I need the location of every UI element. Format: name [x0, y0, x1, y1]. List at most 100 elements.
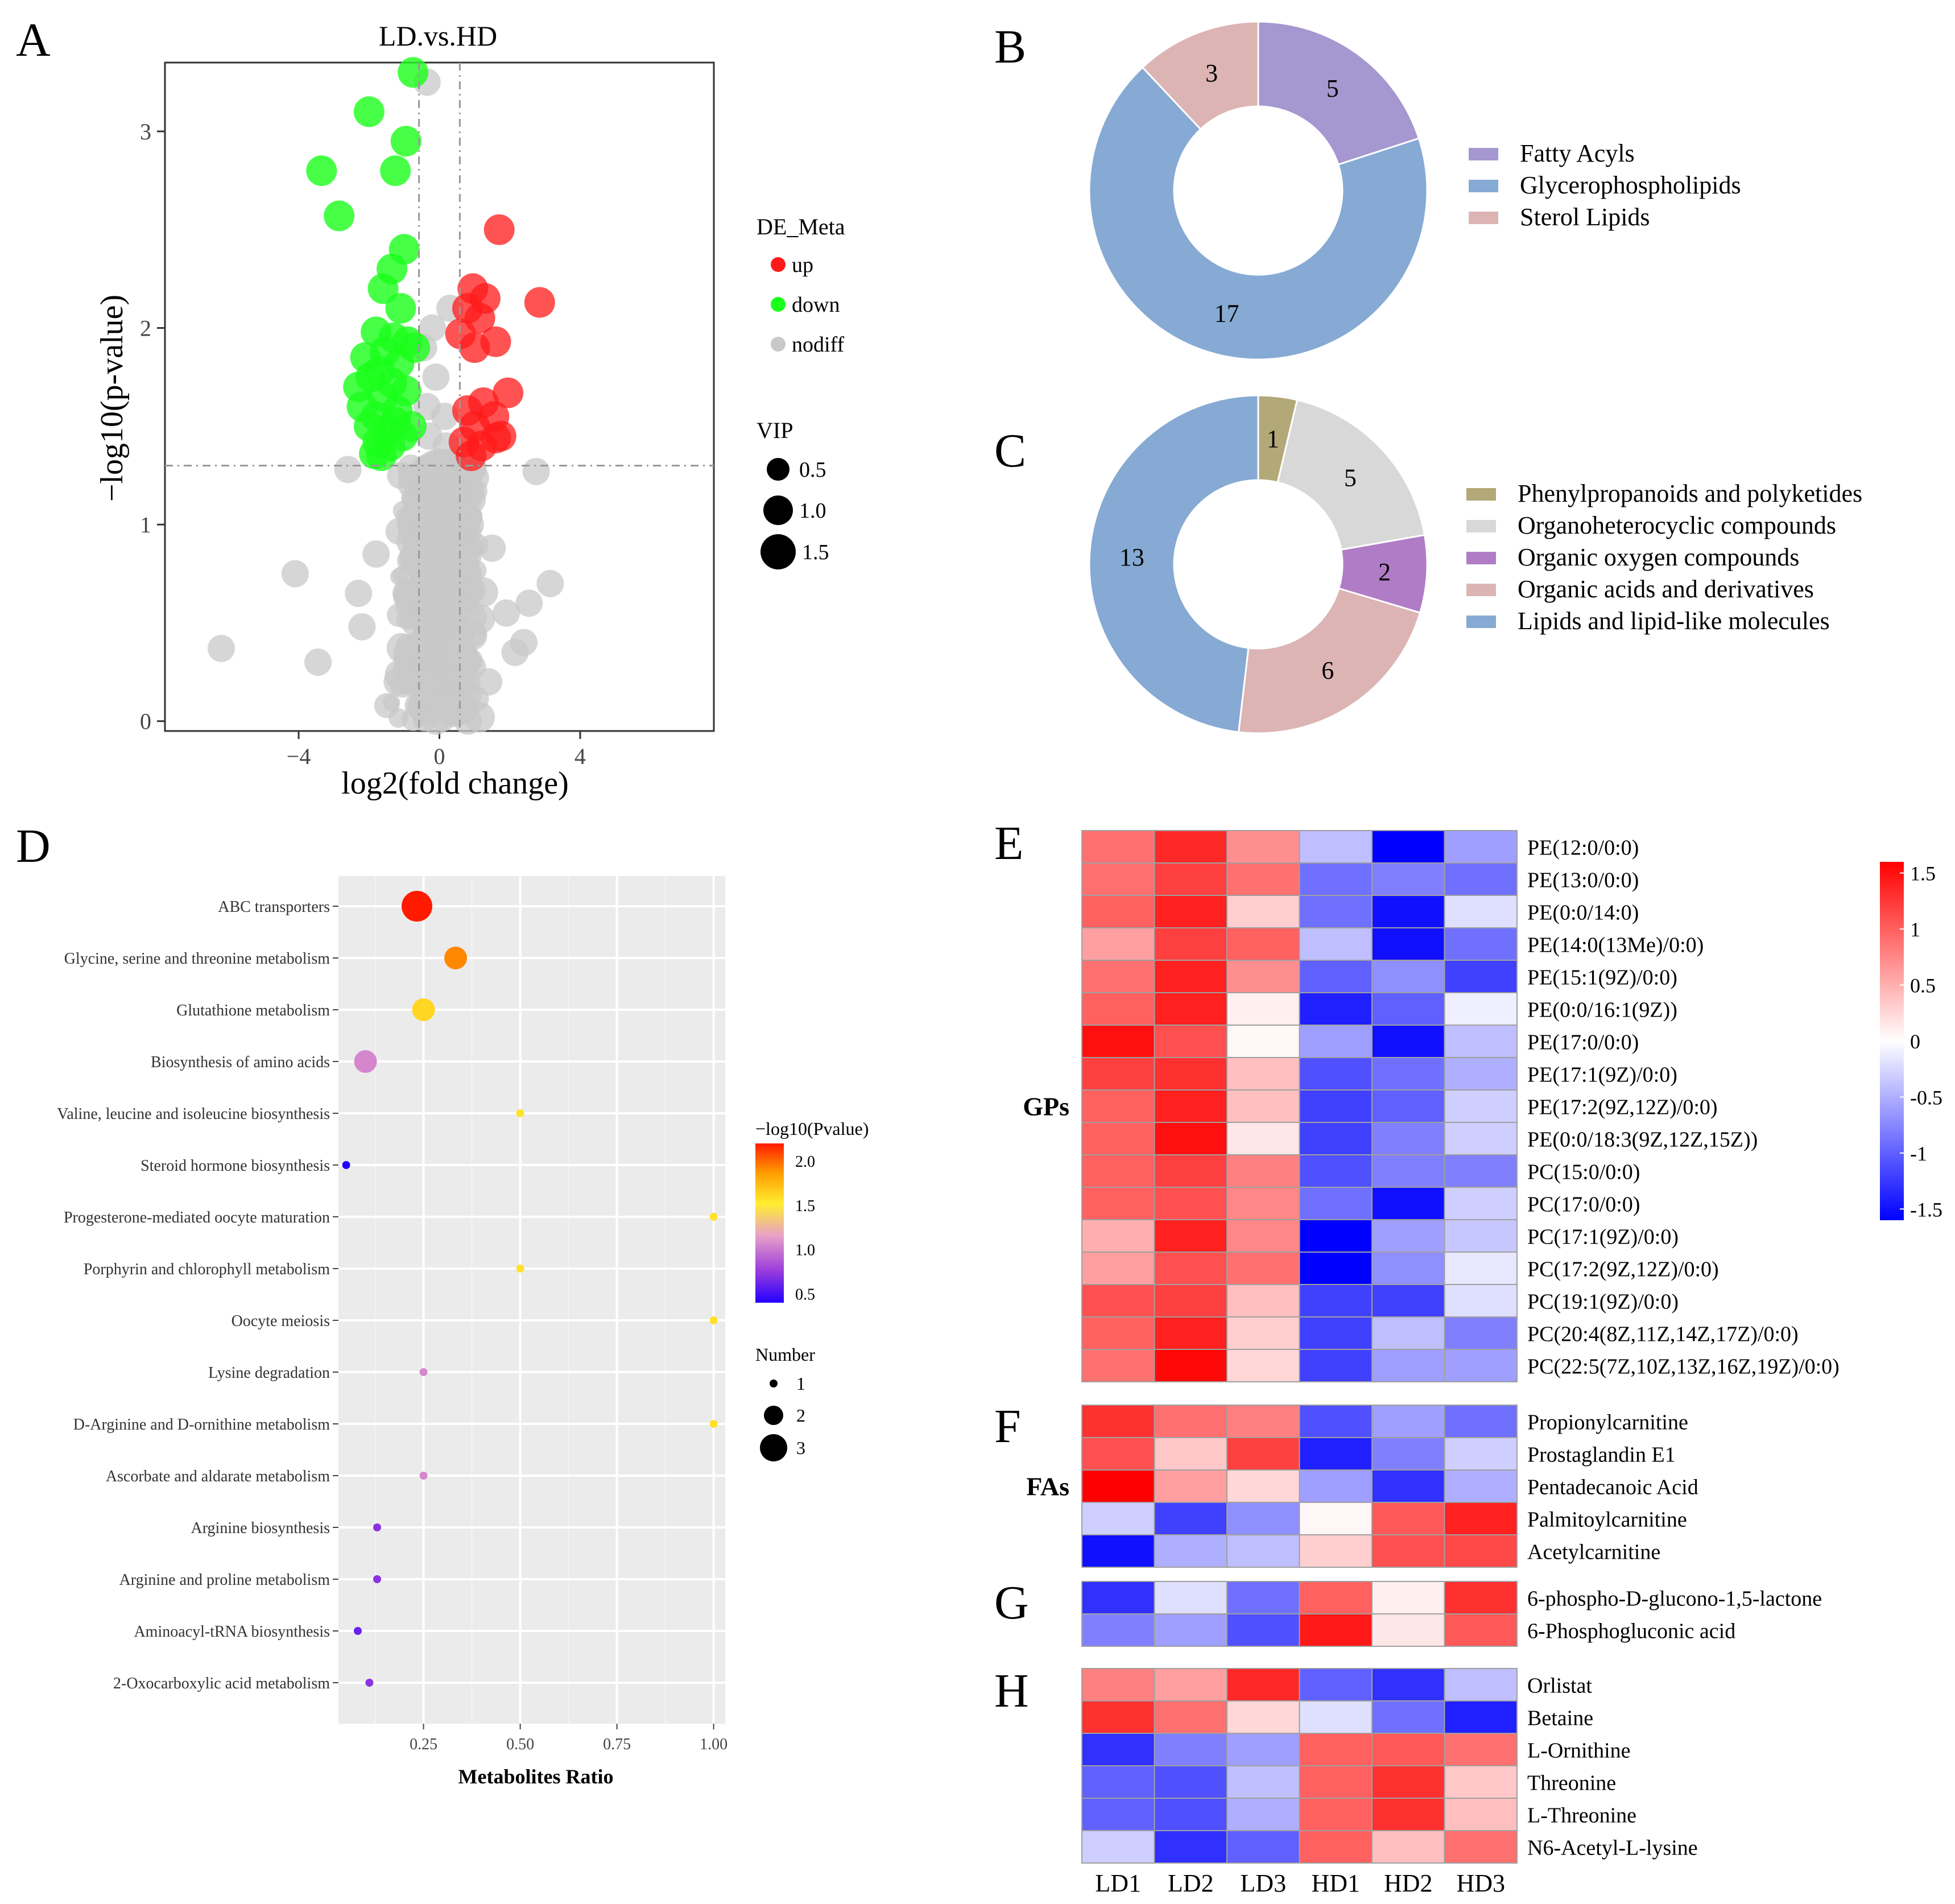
- lipid-class-slice: [1257, 20, 1420, 166]
- heatmap-cell: [1154, 1057, 1227, 1091]
- heatmap-cell: [1444, 960, 1518, 993]
- heatmap-row-label: Palmitoylcarnitine: [1527, 1508, 1687, 1532]
- nodiff-point: [515, 589, 543, 617]
- heatmap-cell: [1154, 1219, 1227, 1253]
- heatmap-cell: [1371, 1025, 1445, 1058]
- heatmap-cell: [1226, 1700, 1300, 1734]
- nodiff-point: [433, 501, 460, 528]
- heatmap-cell: [1081, 1830, 1155, 1864]
- heatmap-cell: [1154, 992, 1227, 1026]
- lipid-class-legend-label: Sterol Lipids: [1520, 203, 1650, 231]
- heatmap-cell: [1371, 1252, 1445, 1285]
- heatmap-cell: [1299, 1830, 1373, 1864]
- heatmap-cell: [1154, 1089, 1227, 1123]
- pvalue-colorbar-label: 2.0: [795, 1153, 815, 1171]
- pathway-label: Ascorbate and aldarate metabolism: [106, 1468, 330, 1485]
- nodiff-point: [522, 457, 550, 485]
- superclass-legend-label: Organic oxygen compounds: [1518, 543, 1799, 571]
- heatmap-cell: [1081, 1765, 1155, 1799]
- heatmap-group-label: FAs: [1026, 1472, 1069, 1501]
- superclass-slice-label: 2: [1378, 558, 1391, 586]
- up-point: [459, 332, 490, 364]
- superclass-slice-label: 13: [1119, 543, 1144, 571]
- heatmap-cell: [1371, 1284, 1445, 1317]
- nodiff-point: [345, 580, 373, 608]
- nodiff-point: [493, 599, 520, 627]
- volcano-x-tick-label: 0: [434, 744, 445, 769]
- superclass-slice: [1276, 399, 1426, 551]
- heatmap-cell: [1444, 1154, 1518, 1188]
- pathway-label: Valine, leucine and isoleucine biosynthe…: [57, 1105, 330, 1123]
- heatmap-cell: [1081, 1187, 1155, 1220]
- heatmap-cell: [1371, 1405, 1445, 1438]
- superclass-slice: [1088, 394, 1259, 733]
- heatmap-cell: [1081, 1581, 1155, 1614]
- heatmap-cell: [1226, 1798, 1300, 1831]
- legend-down-marker: [771, 297, 786, 312]
- pathway-x-tick-label: 0.75: [603, 1736, 631, 1753]
- volcano-title: LD.vs.HD: [379, 20, 497, 52]
- heatmap-row-label: PE(12:0/0:0): [1527, 836, 1639, 860]
- pathway-label: Biosynthesis of amino acids: [151, 1054, 330, 1071]
- nodiff-point: [383, 668, 411, 696]
- heatmap-cell: [1154, 1830, 1227, 1864]
- heatmap-row-label: Propionylcarnitine: [1527, 1411, 1688, 1435]
- heatmap-cell: [1444, 1668, 1518, 1701]
- nodiff-point: [462, 537, 484, 559]
- heatmap-cell: [1371, 830, 1445, 864]
- heatmap-cell: [1299, 1668, 1373, 1701]
- nodiff-point: [440, 487, 457, 505]
- pathway-plot-panel: [338, 876, 725, 1724]
- heatmap-cell: [1154, 1733, 1227, 1766]
- heatmap-cell: [1154, 1668, 1227, 1701]
- volcano-y-axis-title: −log10(p-value): [94, 295, 130, 502]
- pathway-x-tick-label: 0.50: [506, 1736, 534, 1753]
- heatmap-cell: [1299, 1613, 1373, 1647]
- heatmap-cell: [1299, 1469, 1373, 1503]
- heatmap-cell: [1299, 1154, 1373, 1188]
- heatmap-colorbar-label: -1.5: [1910, 1198, 1942, 1221]
- heatmap-cell: [1444, 1349, 1518, 1382]
- heatmap-cell: [1371, 960, 1445, 993]
- panel-label-e: E: [994, 817, 1023, 870]
- volcano-y-tick-label: 3: [140, 119, 151, 144]
- superclass-legend-label: Organic acids and derivatives: [1518, 575, 1814, 603]
- down-point: [353, 96, 385, 127]
- number-legend-marker-2: [764, 1406, 783, 1425]
- heatmap-cell: [1226, 830, 1300, 864]
- nodiff-point: [475, 668, 503, 696]
- pvalue-colorbar-label: 1.0: [795, 1242, 815, 1259]
- superclass-legend-swatch: [1466, 584, 1496, 596]
- vip-legend-marker-small: [767, 458, 790, 481]
- heatmap-cell: [1299, 1700, 1373, 1734]
- pvalue-legend-title: −log10(Pvalue): [755, 1118, 869, 1139]
- heatmap-cell: [1299, 1405, 1373, 1438]
- heatmap-row-label: PE(0:0/16:1(9Z)): [1527, 998, 1677, 1022]
- heatmap-cell: [1226, 862, 1300, 896]
- nodiff-point: [387, 461, 415, 489]
- heatmap-cell: [1371, 862, 1445, 896]
- heatmap-cell: [1081, 1349, 1155, 1382]
- superclass-slice-label: 5: [1344, 464, 1357, 492]
- heatmap-row-label: PC(15:0/0:0): [1527, 1160, 1640, 1184]
- volcano-x-tick-label: −4: [287, 744, 311, 769]
- heatmap-row-label: PC(17:1(9Z)/0:0): [1527, 1225, 1679, 1249]
- pathway-label: Aminoacyl-tRNA biosynthesis: [134, 1623, 330, 1641]
- heatmap-cell: [1444, 862, 1518, 896]
- superclass-legend-swatch: [1466, 488, 1496, 501]
- pathway-point: [373, 1575, 381, 1583]
- pathway-x-tick-label: 0.25: [410, 1736, 437, 1753]
- heatmap-cell: [1081, 1252, 1155, 1285]
- pathway-label: Porphyrin and chlorophyll metabolism: [84, 1261, 330, 1278]
- heatmap-cell: [1226, 1187, 1300, 1220]
- heatmap-cell: [1154, 1700, 1227, 1734]
- heatmap-cell: [1081, 1219, 1155, 1253]
- heatmap-cell: [1154, 1405, 1227, 1438]
- heatmap-cell: [1226, 1668, 1300, 1701]
- heatmap-cell: [1226, 1502, 1300, 1535]
- heatmap-cell: [1081, 1284, 1155, 1317]
- nodiff-point: [421, 659, 446, 684]
- heatmap-cell: [1154, 830, 1227, 864]
- volcano-x-tick-label: 4: [574, 744, 586, 769]
- pathway-label: 2-Oxocarboxylic acid metabolism: [113, 1675, 330, 1692]
